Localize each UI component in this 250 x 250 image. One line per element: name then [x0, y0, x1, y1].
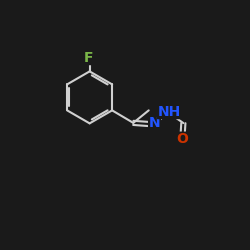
Text: NH: NH: [158, 104, 181, 118]
Text: O: O: [176, 132, 188, 146]
Text: F: F: [84, 50, 94, 64]
Text: N: N: [149, 116, 160, 130]
